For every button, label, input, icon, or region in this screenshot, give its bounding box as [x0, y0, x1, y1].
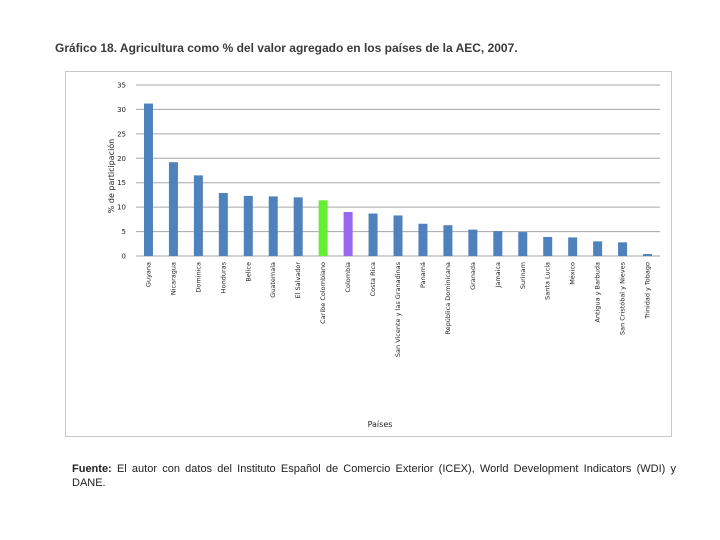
bar-5 [268, 196, 278, 256]
x-tick-label: Dominica [194, 262, 202, 293]
bar-19 [618, 242, 628, 256]
bar-16 [543, 236, 553, 256]
bar-3 [218, 192, 228, 256]
y-axis-ticks: 0 5 10 15 20 25 30 35 [117, 82, 126, 261]
source-text: El autor con datos del Instituto Español… [72, 463, 676, 489]
bar-15 [518, 232, 528, 256]
y-tick-label: 10 [117, 204, 126, 212]
y-tick-label: 35 [117, 82, 126, 90]
x-tick-label: Santa Lucía [544, 262, 552, 300]
source-label: Fuente: [72, 463, 112, 475]
bar-8 [343, 212, 353, 256]
y-tick-label: 5 [122, 228, 126, 236]
x-tick-label: República Dominicana [444, 262, 452, 335]
bar-20 [643, 254, 653, 256]
x-tick-label: Guatemala [269, 262, 277, 298]
y-tick-label: 20 [117, 155, 126, 163]
bar-18 [593, 241, 603, 256]
bar-0 [143, 103, 153, 257]
x-tick-label: El Salvador [294, 262, 302, 299]
bar-14 [493, 231, 503, 256]
bar-13 [468, 229, 478, 256]
x-axis-label: Países [368, 420, 393, 429]
bar-9 [368, 213, 378, 256]
x-tick-label: Guyana [144, 262, 152, 287]
x-tick-label: Surinam [519, 262, 527, 289]
bar-7 [318, 200, 328, 256]
x-tick-label: Antigua y Barbuda [594, 262, 602, 323]
x-tick-label: San Vicente y las Granadinas [394, 261, 402, 357]
x-tick-label: Honduras [219, 261, 227, 293]
bar-4 [243, 195, 253, 256]
bars [143, 103, 653, 257]
x-tick-label: Jamaica [494, 262, 502, 289]
y-tick-label: 15 [117, 179, 126, 187]
y-axis-label: % de participación [106, 139, 116, 214]
bar-11 [418, 223, 428, 256]
x-tick-label: Nicaragua [169, 262, 177, 295]
bar-12 [443, 225, 453, 256]
bar-1 [168, 162, 178, 256]
y-tick-label: 30 [117, 106, 126, 114]
x-tick-label: Panamá [419, 262, 427, 288]
y-tick-label: 0 [122, 253, 126, 261]
x-tick-label: Belice [244, 262, 252, 282]
x-tick-label: Trinidad y Tobago [644, 262, 652, 320]
source-note: Fuente: El autor con datos del Instituto… [72, 462, 676, 490]
bar-17 [568, 237, 578, 256]
bar-chart: 0 5 10 15 20 25 30 35 Guyana Nicaragua Dominica Ho… [106, 82, 660, 429]
x-tick-label: San Cristóbal y Nieves [619, 261, 627, 335]
x-axis-ticks: Guyana Nicaragua Dominica Honduras Belice Gua… [144, 261, 651, 357]
x-tick-label: Granada [469, 262, 477, 290]
bar-2 [193, 175, 203, 256]
y-tick-label: 25 [117, 130, 126, 138]
bar-10 [393, 215, 403, 256]
x-tick-label: Costa Rica [369, 262, 377, 296]
x-tick-label: Colombia [344, 262, 352, 293]
bar-6 [293, 197, 303, 256]
figure-title: Gráfico 18. Agricultura como % del valor… [55, 41, 518, 55]
x-tick-label: México [569, 262, 577, 285]
x-tick-label: Caribe Colombiano [319, 262, 327, 324]
chart-frame: 0 5 10 15 20 25 30 35 Guyana Nicaragua Dominica Ho… [65, 71, 672, 437]
